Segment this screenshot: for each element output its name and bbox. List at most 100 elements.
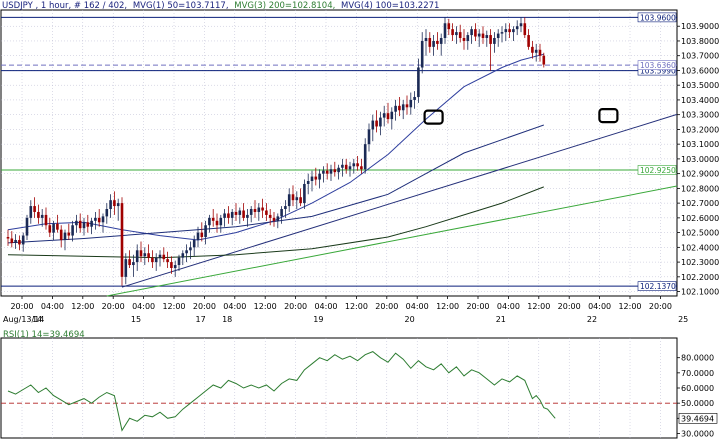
candle-body bbox=[371, 120, 375, 130]
date-label: 15 bbox=[131, 315, 141, 324]
rsi-tick-label: 60.0000 bbox=[681, 384, 714, 393]
time-tick-label: 20:00 bbox=[558, 302, 581, 311]
candle-body bbox=[71, 225, 74, 236]
candle-body bbox=[379, 117, 382, 127]
candle-body bbox=[185, 250, 188, 254]
candle-body bbox=[135, 250, 139, 263]
candle-body bbox=[105, 209, 109, 217]
candle-body bbox=[151, 257, 154, 263]
candle-body bbox=[18, 239, 21, 245]
candle-body bbox=[356, 163, 359, 167]
price-tick-label: 103.1000 bbox=[681, 140, 719, 149]
candle-body bbox=[367, 129, 371, 145]
candle-body bbox=[82, 222, 86, 229]
time-tick-label: 20:00 bbox=[284, 302, 307, 311]
candle-body bbox=[481, 33, 485, 39]
candle-body bbox=[432, 40, 435, 47]
price-tick-label: 103.7000 bbox=[681, 52, 719, 61]
candle-body bbox=[33, 206, 36, 212]
candle-body bbox=[44, 214, 48, 226]
price-tick-label: 103.0000 bbox=[681, 155, 719, 164]
candle-body bbox=[173, 265, 177, 268]
candle-body bbox=[295, 197, 299, 201]
price-tick-label: 103.3000 bbox=[681, 111, 719, 120]
candle-body bbox=[215, 220, 219, 226]
date-label: 14 bbox=[32, 315, 42, 324]
candle-body bbox=[409, 99, 413, 108]
rsi-tick-label: 30.0000 bbox=[681, 429, 714, 438]
time-tick-label: 12:00 bbox=[162, 302, 185, 311]
candle-body bbox=[303, 183, 306, 204]
candle-body bbox=[109, 200, 112, 210]
candle-body bbox=[14, 239, 17, 243]
candle-body bbox=[447, 23, 451, 30]
candle-body bbox=[466, 35, 470, 41]
date-label: 20 bbox=[405, 315, 415, 324]
time-tick-label: 12:00 bbox=[618, 302, 641, 311]
price-tick-label: 103.4000 bbox=[681, 96, 719, 105]
candle-body bbox=[139, 250, 143, 257]
candle-body bbox=[401, 104, 405, 111]
low-level-label: 102.1370 bbox=[640, 282, 676, 291]
price-tick-label: 102.5000 bbox=[681, 229, 719, 238]
candle-body bbox=[291, 194, 295, 201]
candle-body bbox=[223, 213, 226, 218]
candle-body bbox=[287, 194, 291, 207]
candle-body bbox=[227, 213, 230, 218]
candle-body bbox=[344, 164, 348, 170]
candle-body bbox=[424, 38, 428, 41]
candle-body bbox=[154, 257, 158, 263]
candle-body bbox=[413, 96, 416, 100]
time-tick-label: 20:00 bbox=[649, 302, 672, 311]
candle-body bbox=[124, 259, 128, 277]
header-symbol: USDJPY , 1 hour, # 162 / 402, bbox=[2, 1, 127, 11]
candle-body bbox=[500, 32, 504, 34]
candle-body bbox=[398, 105, 401, 111]
candle-body bbox=[508, 29, 511, 33]
candle-body bbox=[257, 207, 261, 212]
candle-body bbox=[238, 210, 242, 215]
time-tick-label: 20:00 bbox=[375, 302, 398, 311]
green-level-label: 102.9250 bbox=[640, 166, 676, 175]
candle-body bbox=[322, 170, 325, 174]
rsi-tick-label: 70.0000 bbox=[681, 369, 714, 378]
high-level-label: 103.9600 bbox=[640, 13, 676, 22]
header-ma50: MVG(1) 50=103.7117, bbox=[133, 1, 229, 11]
candle-body bbox=[451, 29, 454, 36]
candle-body bbox=[272, 217, 276, 221]
current-price-label: 103.6360 bbox=[640, 61, 676, 70]
candle-body bbox=[420, 40, 424, 68]
price-tick-label: 102.2000 bbox=[681, 273, 719, 282]
candle-body bbox=[181, 253, 185, 258]
candle-body bbox=[204, 225, 207, 238]
candle-body bbox=[52, 223, 55, 233]
candle-body bbox=[25, 217, 29, 236]
candle-body bbox=[67, 232, 71, 236]
candle-body bbox=[143, 253, 147, 257]
candle-body bbox=[230, 211, 234, 218]
candle-body bbox=[37, 211, 40, 218]
candle-body bbox=[56, 223, 59, 230]
blue-channel-line bbox=[121, 113, 678, 288]
date-label: 22 bbox=[587, 315, 597, 324]
candle-body bbox=[246, 214, 249, 218]
candle-body bbox=[341, 164, 344, 168]
candle-body bbox=[90, 220, 93, 227]
candle-body bbox=[333, 169, 337, 173]
candle-body bbox=[439, 38, 443, 44]
candle-body bbox=[48, 225, 52, 233]
rsi-tick-label: 80.0000 bbox=[681, 354, 714, 363]
candle-body bbox=[158, 254, 162, 258]
rsi-current-value-box bbox=[678, 413, 718, 424]
candle-body bbox=[512, 29, 515, 33]
candle-body bbox=[314, 176, 318, 180]
candle-body bbox=[101, 216, 105, 223]
green-channel-line bbox=[106, 185, 678, 297]
date-label: 25 bbox=[678, 315, 688, 324]
time-tick-label: 04:00 bbox=[223, 302, 246, 311]
rsi-tick-label: 50.0000 bbox=[681, 399, 714, 408]
date-label: 18 bbox=[222, 315, 232, 324]
candle-body bbox=[200, 232, 204, 238]
time-tick-label: 04:00 bbox=[588, 302, 611, 311]
